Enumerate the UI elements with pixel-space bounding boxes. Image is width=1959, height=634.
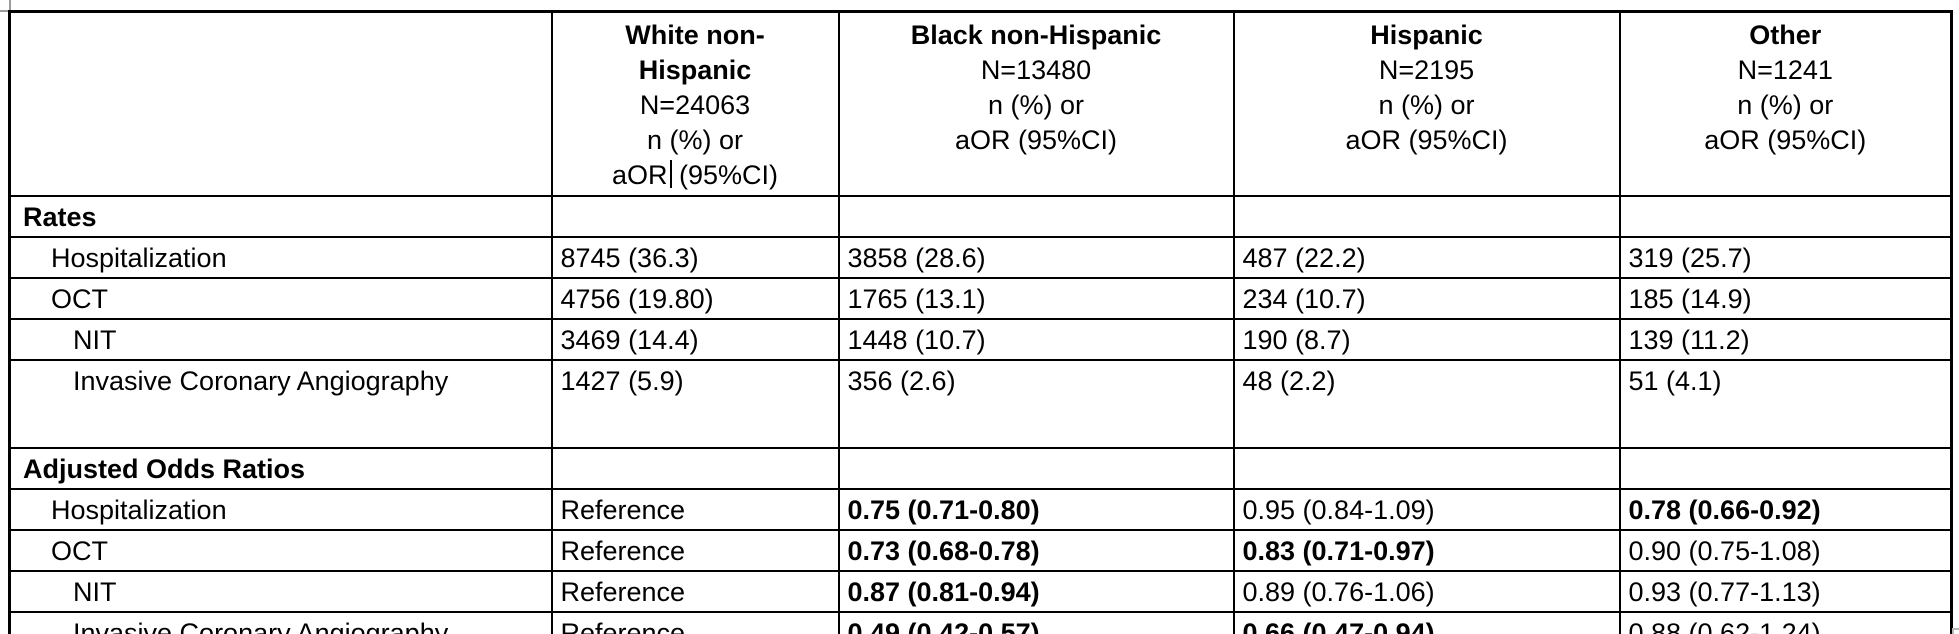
value-cell[interactable]: 1765 (13.1) bbox=[837, 277, 1235, 320]
table-row-oct-aor: OCT Reference 0.73 (0.68-0.78) 0.83 (0.7… bbox=[8, 529, 1953, 572]
value-cell[interactable]: 0.90 (0.75-1.08) bbox=[1618, 529, 1953, 572]
column-header-other[interactable]: Other N=1241 n (%) or aOR (95%CI) bbox=[1618, 10, 1953, 197]
empty-cell[interactable] bbox=[550, 447, 840, 490]
header-row: White non- Hispanic N=24063 n (%) or aOR… bbox=[8, 10, 1953, 197]
column-header-white-non-hispanic[interactable]: White non- Hispanic N=24063 n (%) or aOR… bbox=[550, 10, 840, 197]
empty-cell[interactable] bbox=[1618, 447, 1953, 490]
results-table: White non- Hispanic N=24063 n (%) or aOR… bbox=[8, 10, 1953, 634]
value-cell[interactable]: Reference bbox=[550, 529, 840, 572]
value-cell[interactable]: 487 (22.2) bbox=[1232, 236, 1621, 279]
row-label-cell[interactable]: NIT bbox=[8, 570, 553, 613]
value-cell[interactable]: Reference bbox=[550, 611, 840, 634]
column-title: Hispanic bbox=[1370, 20, 1483, 50]
value-cell[interactable]: 190 (8.7) bbox=[1232, 318, 1621, 361]
value-cell[interactable]: 48 (2.2) bbox=[1232, 359, 1621, 449]
value-cell-significant[interactable]: 0.75 (0.71-0.80) bbox=[837, 488, 1235, 531]
column-unit-line: aOR (95%CI) bbox=[561, 158, 830, 193]
value-cell-significant[interactable]: 0.87 (0.81-0.94) bbox=[837, 570, 1235, 613]
value-cell[interactable]: 3858 (28.6) bbox=[837, 236, 1235, 279]
table-row-nit-rate: NIT 3469 (14.4) 1448 (10.7) 190 (8.7) 13… bbox=[8, 318, 1953, 361]
table-row-nit-aor: NIT Reference 0.87 (0.81-0.94) 0.89 (0.7… bbox=[8, 570, 1953, 613]
text-cursor bbox=[669, 160, 672, 188]
column-n-count: N=13480 bbox=[980, 55, 1092, 85]
value-cell[interactable]: Reference bbox=[550, 570, 840, 613]
row-label-cell[interactable]: Hospitalization bbox=[8, 488, 553, 531]
value-cell[interactable]: 234 (10.7) bbox=[1232, 277, 1621, 320]
column-n-count: N=24063 bbox=[639, 90, 751, 120]
header-cell-empty[interactable] bbox=[8, 10, 553, 197]
column-unit-line: n (%) or bbox=[1378, 90, 1475, 120]
value-cell-significant[interactable]: 0.78 (0.66-0.92) bbox=[1618, 488, 1953, 531]
column-n-count: N=1241 bbox=[1737, 55, 1833, 85]
value-cell[interactable]: 51 (4.1) bbox=[1618, 359, 1953, 449]
table-row-invasive-coronary-angiography-rate: Invasive Coronary Angiography 1427 (5.9)… bbox=[8, 359, 1953, 449]
column-n-count: N=2195 bbox=[1378, 55, 1475, 85]
value-cell[interactable]: 139 (11.2) bbox=[1618, 318, 1953, 361]
value-cell-significant[interactable]: 0.49 (0.42-0.57) bbox=[837, 611, 1235, 634]
table-row-hospitalization-rate: Hospitalization 8745 (36.3) 3858 (28.6) … bbox=[8, 236, 1953, 279]
row-label-cell[interactable]: Hospitalization bbox=[8, 236, 553, 279]
empty-cell[interactable] bbox=[1232, 195, 1621, 238]
aor-label: aOR bbox=[611, 160, 668, 190]
value-cell[interactable]: 1448 (10.7) bbox=[837, 318, 1235, 361]
empty-cell[interactable] bbox=[1618, 195, 1953, 238]
value-cell[interactable]: 0.89 (0.76-1.06) bbox=[1232, 570, 1621, 613]
value-cell[interactable]: 185 (14.9) bbox=[1618, 277, 1953, 320]
column-unit-line: aOR (95%CI) bbox=[1704, 125, 1867, 155]
row-label-cell[interactable]: Invasive Coronary Angiography bbox=[8, 611, 553, 634]
table-row-hospitalization-aor: Hospitalization Reference 0.75 (0.71-0.8… bbox=[8, 488, 1953, 531]
section-row-adjusted-odds-ratios: Adjusted Odds Ratios bbox=[8, 447, 1953, 490]
column-header-hispanic[interactable]: Hispanic N=2195 n (%) or aOR (95%CI) bbox=[1232, 10, 1621, 197]
value-cell[interactable]: 356 (2.6) bbox=[837, 359, 1235, 449]
table-row-invasive-coronary-angiography-aor: Invasive Coronary Angiography Reference … bbox=[8, 611, 1953, 634]
row-label-cell[interactable]: NIT bbox=[8, 318, 553, 361]
section-label-cell[interactable]: Adjusted Odds Ratios bbox=[8, 447, 553, 490]
value-cell[interactable]: 0.95 (0.84-1.09) bbox=[1232, 488, 1621, 531]
column-unit-line: aOR (95%CI) bbox=[1345, 125, 1508, 155]
table-move-handle[interactable] bbox=[0, 0, 11, 12]
column-unit-line: n (%) or bbox=[987, 90, 1085, 120]
value-cell[interactable]: 1427 (5.9) bbox=[550, 359, 840, 449]
column-unit-line: aOR (95%CI) bbox=[954, 125, 1118, 155]
empty-cell[interactable] bbox=[837, 447, 1235, 490]
column-unit-line: n (%) or bbox=[1737, 90, 1834, 120]
value-cell[interactable]: 319 (25.7) bbox=[1618, 236, 1953, 279]
row-label-cell[interactable]: OCT bbox=[8, 277, 553, 320]
column-title: White non- bbox=[625, 20, 765, 50]
row-label-cell[interactable]: OCT bbox=[8, 529, 553, 572]
section-row-rates: Rates bbox=[8, 195, 1953, 238]
value-cell-significant[interactable]: 0.66 (0.47-0.94) bbox=[1232, 611, 1621, 634]
value-cell[interactable]: 4756 (19.80) bbox=[550, 277, 840, 320]
column-title: Black non-Hispanic bbox=[910, 20, 1162, 50]
column-unit-line: n (%) or bbox=[646, 125, 744, 155]
column-title: Hispanic bbox=[638, 55, 752, 85]
empty-cell[interactable] bbox=[837, 195, 1235, 238]
column-title: Other bbox=[1749, 20, 1822, 50]
empty-cell[interactable] bbox=[550, 195, 840, 238]
empty-cell[interactable] bbox=[1232, 447, 1621, 490]
value-cell[interactable]: 3469 (14.4) bbox=[550, 318, 840, 361]
row-label-cell[interactable]: Invasive Coronary Angiography bbox=[8, 359, 553, 449]
column-header-black-non-hispanic[interactable]: Black non-Hispanic N=13480 n (%) or aOR … bbox=[837, 10, 1235, 197]
table-row-oct-rate: OCT 4756 (19.80) 1765 (13.1) 234 (10.7) … bbox=[8, 277, 1953, 320]
value-cell-significant[interactable]: 0.83 (0.71-0.97) bbox=[1232, 529, 1621, 572]
value-cell[interactable]: 8745 (36.3) bbox=[550, 236, 840, 279]
value-cell[interactable]: Reference bbox=[550, 488, 840, 531]
value-cell-significant[interactable]: 0.73 (0.68-0.78) bbox=[837, 529, 1235, 572]
table-resize-handle[interactable] bbox=[1952, 628, 1959, 634]
value-cell[interactable]: 0.88 (0.62-1.24) bbox=[1618, 611, 1953, 634]
value-cell[interactable]: 0.93 (0.77-1.13) bbox=[1618, 570, 1953, 613]
ci-label: (95%CI) bbox=[671, 160, 779, 190]
section-label-cell[interactable]: Rates bbox=[8, 195, 553, 238]
